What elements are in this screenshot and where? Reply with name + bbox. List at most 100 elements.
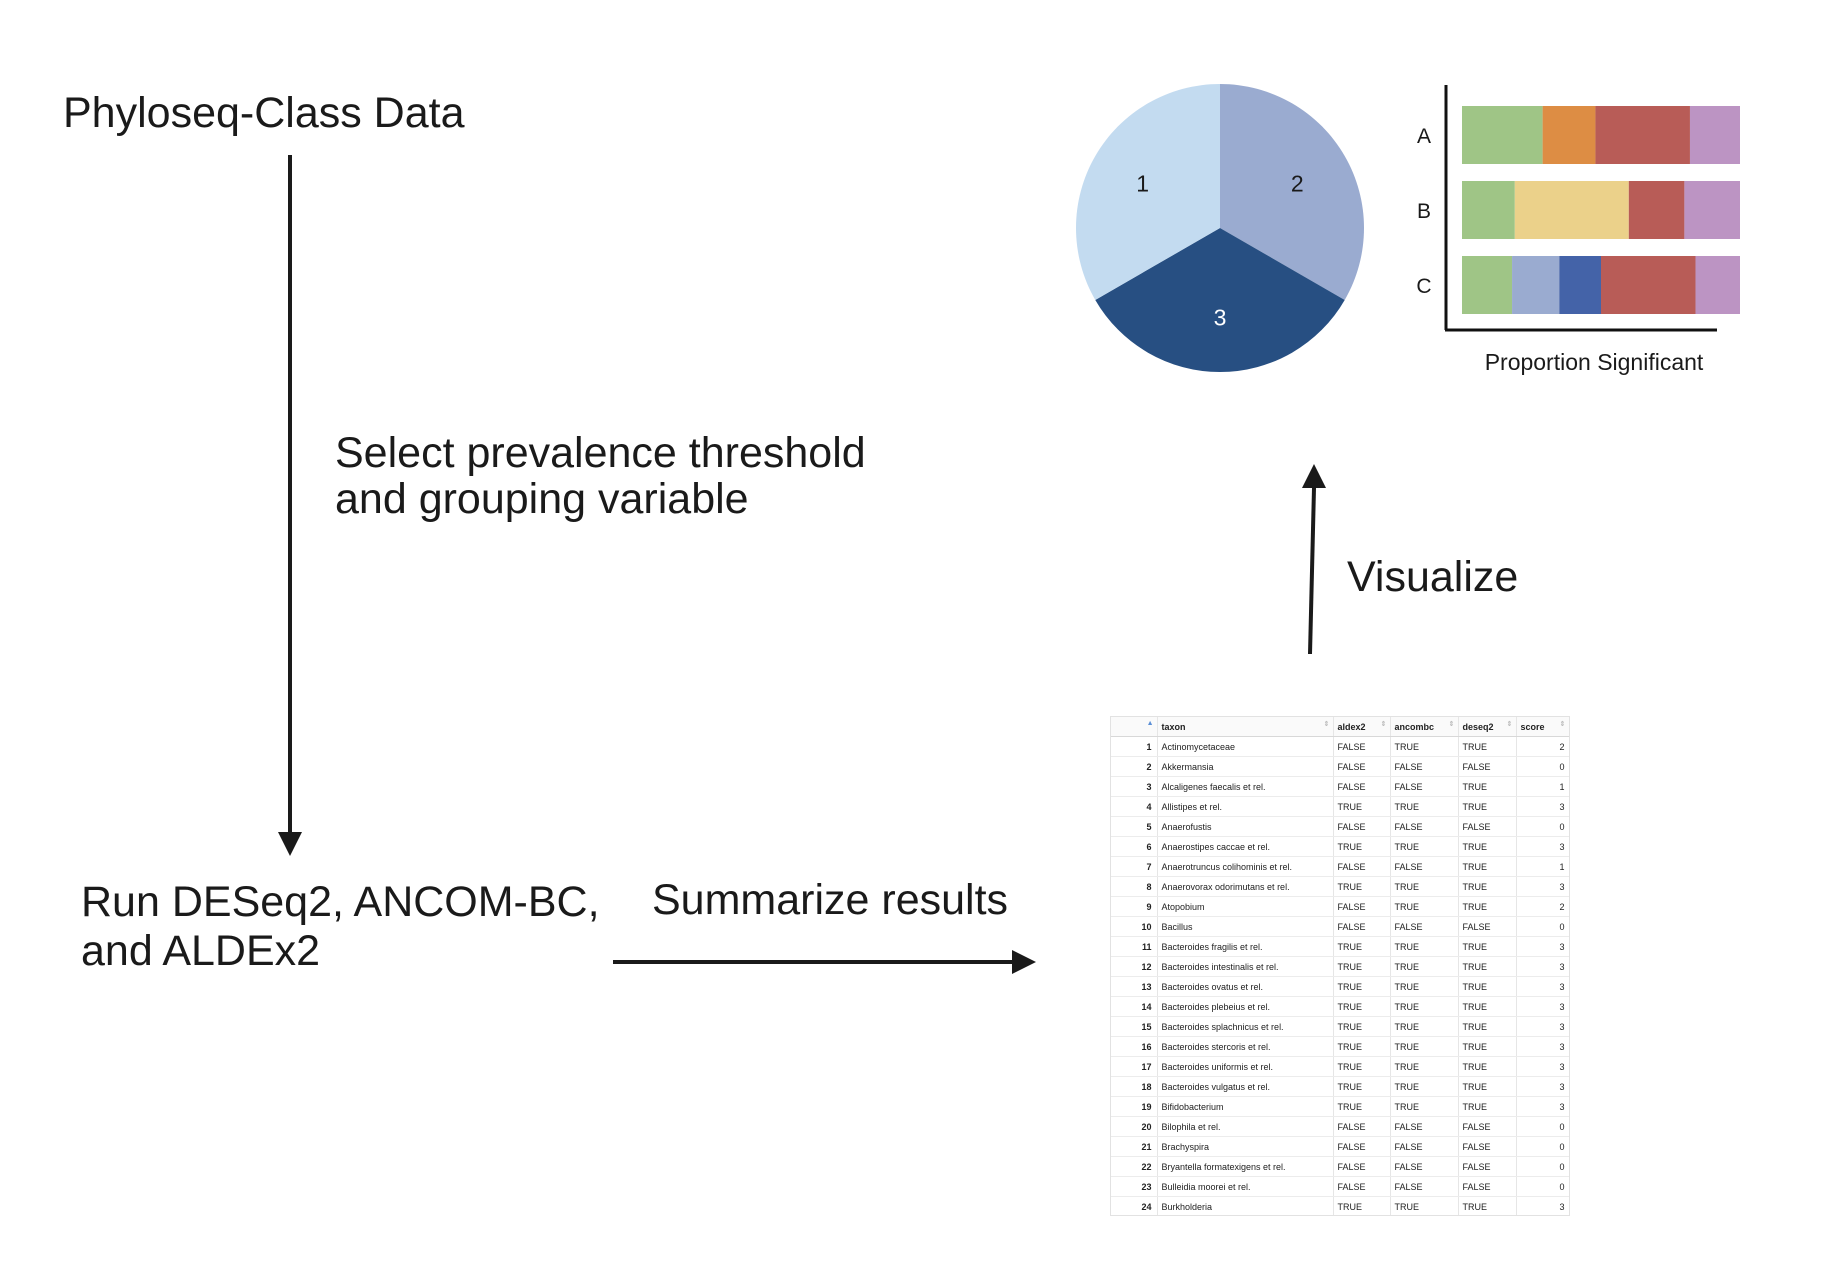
table-cell-score: 3 — [1516, 956, 1569, 977]
table-header-label: score — [1520, 721, 1545, 732]
table-cell-deseq2: FALSE — [1458, 1136, 1517, 1157]
table-cell-taxon: Bacteroides intestinalis et rel. — [1157, 956, 1334, 977]
table-cell-index: 13 — [1111, 976, 1158, 997]
pie-slice-label-3: 3 — [1214, 304, 1227, 330]
pie-slice-3 — [1095, 228, 1345, 373]
bar-row-label-B: B — [1417, 200, 1431, 223]
bar-C-segment-4 — [1601, 256, 1696, 314]
table-cell-ancombc: TRUE — [1390, 936, 1459, 957]
bar-B-segment-4 — [1684, 181, 1740, 239]
table-cell-score: 3 — [1516, 976, 1569, 997]
pie-slice-label-1: 1 — [1136, 170, 1149, 196]
table-cell-ancombc: TRUE — [1390, 896, 1459, 917]
table-cell-deseq2: TRUE — [1458, 996, 1517, 1017]
table-cell-index: 6 — [1111, 836, 1158, 857]
table-cell-score: 3 — [1516, 996, 1569, 1017]
table-cell-index: 14 — [1111, 996, 1158, 1017]
table-cell-score: 0 — [1516, 756, 1569, 777]
table-row: 16 Bacteroides stercoris et rel. TRUE TRUE T… — [1111, 1036, 1569, 1057]
sort-arrows-icon[interactable]: ⇕ — [1380, 721, 1387, 728]
table-header-label: deseq2 — [1462, 721, 1494, 732]
table-row: 23 Bulleidia moorei et rel. FALSE FALSE FALS… — [1111, 1176, 1569, 1197]
table-row: 14 Bacteroides plebeius et rel. TRUE TRUE TR… — [1111, 996, 1569, 1017]
table-cell-taxon: Bacteroides vulgatus et rel. — [1157, 1076, 1334, 1097]
table-cell-index: 24 — [1111, 1196, 1158, 1215]
table-cell-deseq2: TRUE — [1458, 1036, 1517, 1057]
sort-arrows-icon[interactable]: ⇕ — [1559, 721, 1566, 728]
table-cell-deseq2: FALSE — [1458, 816, 1517, 837]
table-cell-deseq2: FALSE — [1458, 756, 1517, 777]
table-cell-ancombc: TRUE — [1390, 1196, 1459, 1215]
table-row: 18 Bacteroides vulgatus et rel. TRUE TRUE TR… — [1111, 1076, 1569, 1097]
table-cell-aldex2: TRUE — [1333, 796, 1391, 817]
bar-A-segment-2 — [1542, 106, 1596, 164]
table-cell-index: 7 — [1111, 856, 1158, 877]
table-cell-taxon: Anaerotruncus colihominis et rel. — [1157, 856, 1334, 877]
table-cell-deseq2: FALSE — [1458, 916, 1517, 937]
table-cell-ancombc: FALSE — [1390, 756, 1459, 777]
table-cell-score: 3 — [1516, 1036, 1569, 1057]
table-header-aldex2[interactable]: aldex2 ⇕ — [1333, 717, 1391, 737]
table-cell-ancombc: TRUE — [1390, 956, 1459, 977]
table-cell-ancombc: FALSE — [1390, 916, 1459, 937]
bar-B-segment-2 — [1514, 181, 1629, 239]
sort-arrows-icon[interactable]: ⇕ — [1448, 721, 1455, 728]
table-cell-ancombc: TRUE — [1390, 1036, 1459, 1057]
pie-slice-label-2: 2 — [1291, 170, 1304, 196]
table-cell-score: 0 — [1516, 1156, 1569, 1177]
table-cell-ancombc: TRUE — [1390, 836, 1459, 857]
table-cell-taxon: Bacteroides uniformis et rel. — [1157, 1056, 1334, 1077]
table-cell-ancombc: TRUE — [1390, 1076, 1459, 1097]
bar-chart-x-axis-label: Proportion Significant — [1485, 349, 1704, 375]
bar-A-segment-3 — [1595, 106, 1690, 164]
table-row: 11 Bacteroides fragilis et rel. TRUE TRUE TR… — [1111, 936, 1569, 957]
table-cell-deseq2: TRUE — [1458, 1196, 1517, 1215]
table-cell-deseq2: TRUE — [1458, 1076, 1517, 1097]
table-cell-ancombc: TRUE — [1390, 996, 1459, 1017]
table-cell-deseq2: TRUE — [1458, 1016, 1517, 1037]
table-cell-index: 10 — [1111, 916, 1158, 937]
table-cell-index: 5 — [1111, 816, 1158, 837]
table-cell-taxon: Bacillus — [1157, 916, 1334, 937]
sort-arrows-icon[interactable]: ▲ — [1146, 720, 1154, 727]
table-cell-ancombc: FALSE — [1390, 776, 1459, 797]
table-header-ancombc[interactable]: ancombc ⇕ — [1390, 717, 1459, 737]
table-cell-taxon: Bulleidia moorei et rel. — [1157, 1176, 1334, 1197]
table-header-row: ▲ taxon ⇕ aldex2 ⇕ ancombc ⇕ deseq2 ⇕ score ⇕ — [1111, 717, 1569, 737]
table-header-index[interactable]: ▲ — [1111, 717, 1158, 737]
table-header-label: taxon — [1161, 721, 1186, 732]
results-table-container[interactable]: ▲ taxon ⇕ aldex2 ⇕ ancombc ⇕ deseq2 ⇕ score ⇕ 1 Act… — [1110, 716, 1570, 1216]
table-row: 1 Actinomycetaceae FALSE TRUE TRUE 2 — [1111, 736, 1569, 757]
table-cell-score: 0 — [1516, 1176, 1569, 1197]
sort-arrows-icon[interactable]: ⇕ — [1323, 721, 1330, 728]
table-cell-score: 3 — [1516, 836, 1569, 857]
table-cell-ancombc: TRUE — [1390, 796, 1459, 817]
bar-A-segment-1 — [1462, 106, 1543, 164]
table-header-deseq2[interactable]: deseq2 ⇕ — [1458, 717, 1517, 737]
table-row: 24 Burkholderia TRUE TRUE TRUE 3 — [1111, 1196, 1569, 1215]
table-cell-score: 0 — [1516, 1136, 1569, 1157]
table-cell-aldex2: TRUE — [1333, 996, 1391, 1017]
table-cell-deseq2: FALSE — [1458, 1176, 1517, 1197]
table-row: 4 Allistipes et rel. TRUE TRUE TRUE 3 — [1111, 796, 1569, 817]
sort-arrows-icon[interactable]: ⇕ — [1506, 721, 1513, 728]
pie-slice-1 — [1075, 84, 1220, 300]
table-cell-ancombc: TRUE — [1390, 1016, 1459, 1037]
bar-C-segment-1 — [1462, 256, 1513, 314]
table-cell-score: 2 — [1516, 736, 1569, 757]
table-header-taxon[interactable]: taxon ⇕ — [1157, 717, 1334, 737]
table-cell-taxon: Bacteroides plebeius et rel. — [1157, 996, 1334, 1017]
table-header-score[interactable]: score ⇕ — [1516, 717, 1569, 737]
table-cell-deseq2: FALSE — [1458, 1116, 1517, 1137]
table-cell-deseq2: TRUE — [1458, 976, 1517, 997]
results-table: ▲ taxon ⇕ aldex2 ⇕ ancombc ⇕ deseq2 ⇕ score ⇕ 1 Act… — [1111, 717, 1569, 1215]
table-cell-index: 2 — [1111, 756, 1158, 777]
table-row: 10 Bacillus FALSE FALSE FALSE 0 — [1111, 916, 1569, 937]
table-cell-aldex2: FALSE — [1333, 1136, 1391, 1157]
table-cell-taxon: Brachyspira — [1157, 1136, 1334, 1157]
table-cell-aldex2: FALSE — [1333, 1176, 1391, 1197]
bar-C-segment-5 — [1695, 256, 1740, 314]
table-cell-ancombc: FALSE — [1390, 1156, 1459, 1177]
